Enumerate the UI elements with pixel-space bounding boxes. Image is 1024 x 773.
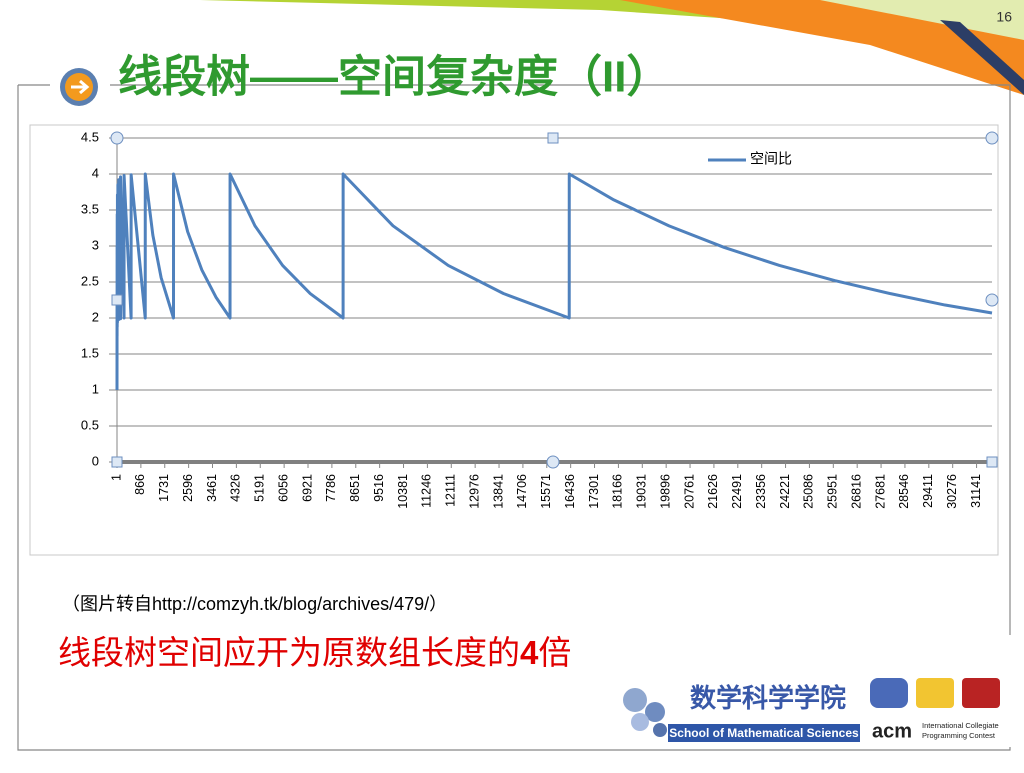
x-tick-label: 25086 [802,474,816,509]
caption-url: http://comzyh.tk/blog/archives/479/ [152,594,429,614]
chart-frame [29,124,999,556]
x-tick-label: 2596 [181,474,195,502]
conclusion-text: 线段树空间应开为原数组长度的 [58,634,520,671]
x-tick-label: 6921 [300,474,314,502]
caption-suffix: ） [429,594,447,614]
chart-handle [111,294,123,306]
caption-prefix: （图片转自 [62,594,152,614]
x-tick-label: 1731 [157,474,171,502]
legend-label: 空间比 [750,151,792,167]
x-tick-label: 18166 [611,474,625,509]
x-tick-label: 1 [109,474,123,481]
x-tick-label: 12111 [444,474,458,507]
acm-line2: Programming Contest [922,731,996,740]
y-tick-label: 3.5 [81,201,99,216]
x-tick-label: 6056 [276,474,290,502]
x-tick-label: 28546 [897,474,911,509]
x-tick-label: 12976 [467,474,481,509]
caption: （图片转自http://comzyh.tk/blog/archives/479/… [62,594,447,614]
x-tick-label: 24221 [778,474,792,509]
conclusion-num: 4 [520,634,539,671]
y-tick-label: 2 [92,309,99,324]
x-tick-label: 20761 [682,474,696,509]
chart-handle [985,293,999,307]
x-tick-label: 8651 [348,474,362,502]
line-series [115,172,993,391]
x-tick-label: 29411 [921,474,935,508]
school-cn: 数学科学学院 [690,683,846,713]
x-tick-label: 866 [133,474,147,495]
y-tick-label: 0 [92,453,99,468]
acm-logo: acm International Collegiate Programming… [865,635,1015,747]
chart: 0 0.5 1 1.5 2 2.5 3 3.5 4 4.5 1 866 1731 2596 3461 4326… [81,129,999,509]
x-tick-label: 5191 [253,474,267,502]
y-tick-label: 4 [92,165,99,180]
school-logo: 数学科学学院 School of Mathematical Sciences [623,683,860,742]
deco-dark [940,20,1024,95]
acm-line1: International Collegiate [922,721,999,730]
y-tick-label: 0.5 [81,417,99,432]
chart-handle [985,131,999,145]
chart-handle [546,455,560,469]
y-tick-label: 1 [92,381,99,396]
x-tick-label: 4326 [229,474,243,502]
deco-light [820,0,1024,40]
deco-orange [620,0,1024,95]
y-tick-label: 2.5 [81,273,99,288]
y-tick-label: 3 [92,237,99,252]
x-tick-label: 19031 [635,474,649,509]
chart-handle [986,456,998,468]
y-tick-label: 4.5 [81,129,99,144]
x-tick-label: 19896 [658,474,672,509]
title: 线段树——空间复杂度（II） [118,53,670,102]
x-tick-label: 15571 [539,474,553,509]
conclusion: 线段树空间应开为原数组长度的4倍 [58,634,571,671]
x-tick-label: 3461 [205,474,219,502]
acm: acm [872,720,912,742]
chart-handle [547,132,559,144]
x-tick-label: 25951 [826,474,840,509]
x-tick-label: 10381 [396,474,410,509]
x-tick-label: 11246 [420,474,434,508]
x-tick-label: 26816 [849,474,863,509]
x-tick-label: 17301 [587,474,601,509]
x-tick-label: 14706 [515,474,529,509]
x-tick-label: 23356 [754,474,768,509]
chart-handle [111,456,123,468]
conclusion-suffix: 倍 [538,634,571,671]
x-tick-label: 13841 [491,474,505,509]
x-tick-label: 9516 [372,474,386,502]
y-tick-label: 1.5 [81,345,99,360]
x-tick-label: 30276 [945,474,959,509]
x-tick-label: 31141 [969,474,983,508]
x-tick-label: 21626 [706,474,720,509]
page-number: 16 [996,9,1012,25]
x-tick-label: 16436 [563,474,577,509]
chart-handle [110,131,124,145]
school-en: School of Mathematical Sciences [669,726,859,740]
x-tick-label: 7786 [324,474,338,502]
x-tick-label: 22491 [730,474,744,509]
icon-arrow [71,79,90,95]
frame [17,84,1011,751]
x-tick-label: 27681 [873,474,887,509]
